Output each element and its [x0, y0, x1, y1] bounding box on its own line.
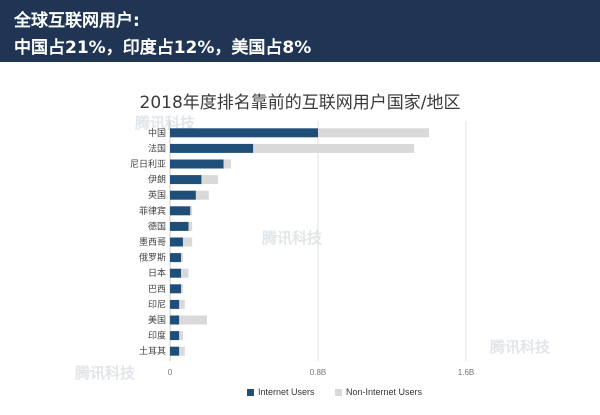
bar-non-internet-users: [223, 159, 232, 169]
bar-internet-users: [170, 284, 182, 294]
legend-swatch: [335, 389, 342, 396]
bar-internet-users: [170, 175, 202, 185]
watermark-logo: 腾讯科技: [261, 229, 323, 247]
x-tick-label: 1.6B: [458, 368, 474, 377]
bar-non-internet-users: [190, 206, 193, 216]
bar-internet-users: [170, 346, 180, 356]
category-label: 土耳其: [139, 345, 166, 357]
bar-internet-users: [170, 268, 182, 278]
bar-non-internet-users: [179, 346, 185, 356]
bar-non-internet-users: [195, 190, 209, 200]
bar-non-internet-users: [201, 175, 219, 185]
headline-line-2: 中国占21%，印度占12%，美国占8%: [14, 38, 312, 58]
watermark-logo: 腾讯科技: [74, 364, 136, 382]
category-label: 英国: [148, 189, 166, 201]
bar-internet-users: [170, 128, 318, 138]
bar-internet-users: [170, 315, 180, 325]
bar-internet-users: [170, 206, 191, 216]
x-tick-label: 0: [168, 368, 173, 377]
bar-non-internet-users: [182, 237, 193, 247]
category-label: 巴西: [148, 284, 166, 295]
category-label: 印尼: [148, 298, 166, 310]
bar-non-internet-users: [181, 253, 183, 263]
legend-label: Non-Internet Users: [346, 387, 423, 397]
bar-internet-users: [170, 237, 183, 247]
bar-internet-users: [170, 143, 254, 153]
bar-non-internet-users: [181, 268, 189, 278]
category-label: 菲律宾: [139, 205, 166, 217]
chart-title: 2018年度排名靠前的互联网用户国家/地区: [139, 93, 461, 113]
category-label: 尼日利亚: [130, 158, 166, 170]
bar-internet-users: [170, 159, 224, 169]
category-label: 美国: [148, 314, 166, 326]
watermark-logo: 腾讯科技: [134, 114, 196, 132]
bar-internet-users: [170, 299, 180, 309]
x-tick-label: 0.8B: [310, 368, 326, 377]
category-label: 法国: [148, 142, 166, 154]
bar-internet-users: [170, 253, 182, 263]
bar-non-internet-users: [179, 299, 185, 309]
bar-internet-users: [170, 331, 180, 341]
category-label: 日本: [148, 267, 166, 279]
category-label: 中国: [148, 127, 166, 139]
category-label: 德国: [148, 220, 166, 232]
category-label: 墨西哥: [139, 237, 166, 248]
category-label: 俄罗斯: [139, 252, 166, 264]
bar-internet-users: [170, 190, 196, 200]
headline-line-1: 全球互联网用户:: [14, 11, 140, 31]
category-label: 印度: [148, 330, 166, 342]
legend-swatch: [247, 389, 254, 396]
bar-non-internet-users: [181, 284, 183, 294]
headline-banner: 全球互联网用户: 中国占21%，印度占12%，美国占8%: [0, 0, 600, 62]
bar-non-internet-users: [179, 315, 207, 325]
watermark-logo: 腾讯科技: [489, 338, 551, 356]
legend-label: Internet Users: [258, 387, 315, 397]
bar-internet-users: [170, 221, 189, 231]
bar-non-internet-users: [318, 128, 429, 138]
bar-non-internet-users: [253, 143, 415, 153]
bar-non-internet-users: [179, 331, 183, 341]
category-label: 伊朗: [148, 174, 166, 186]
bar-non-internet-users: [188, 221, 193, 231]
